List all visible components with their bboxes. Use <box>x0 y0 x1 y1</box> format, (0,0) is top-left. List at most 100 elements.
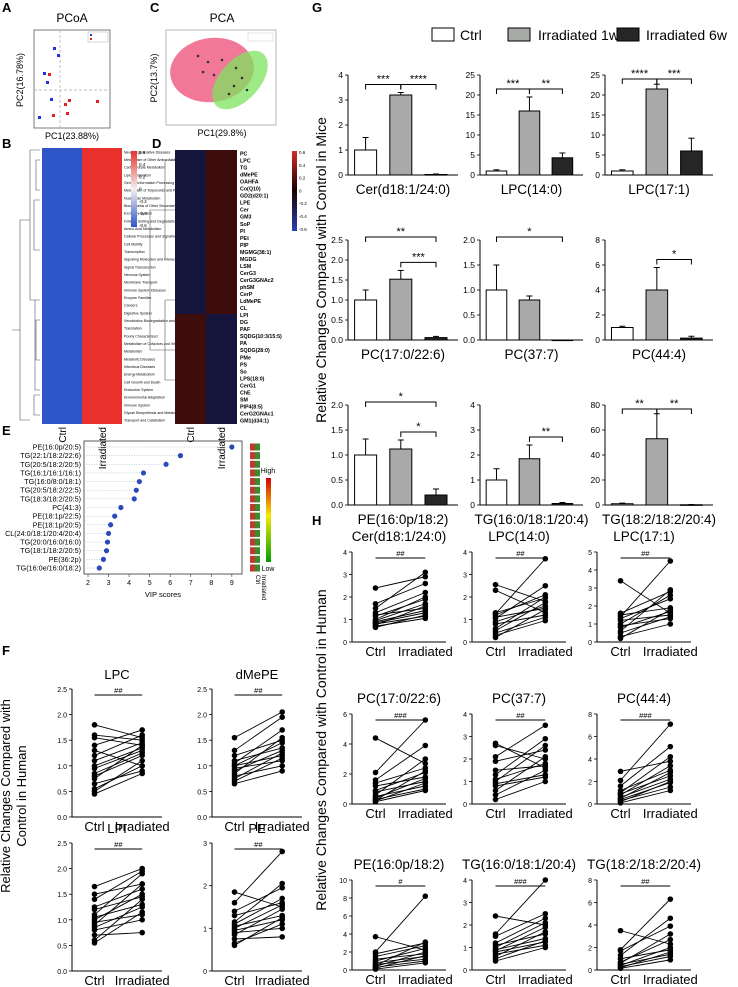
paired-line <box>620 782 671 800</box>
heatmap-b-scale-labels: 0.6 0.4 0.2 0 -0.2 -0.4 -0.6 <box>139 150 147 228</box>
paired-point-irr <box>542 924 549 931</box>
paired-line <box>94 898 143 941</box>
heatmap-b-row-label: Carbohydrate Metabolism <box>124 166 165 170</box>
sig-label: **** <box>631 68 649 80</box>
bar-ytick-label: 0.0 <box>331 335 343 345</box>
bar-ytick-label: 5 <box>470 150 475 160</box>
paired-point-irr <box>422 893 429 899</box>
heatmap-b-row-label: Transport and Catabolism <box>124 419 165 423</box>
heatmap-d-row-label: PMe <box>240 355 251 361</box>
sig-label: ** <box>397 226 406 238</box>
paired-point-ctrl <box>91 927 98 933</box>
heatmap-d-row-label: CerP <box>240 292 253 298</box>
panel-label-d: D <box>152 136 161 151</box>
heatmap-b-row-label: Folding, Sorting and Degradation <box>124 219 177 223</box>
paired-line <box>94 734 143 756</box>
bar <box>389 448 413 506</box>
sig-label: ** <box>542 426 551 438</box>
vip-heat-ctrl <box>250 469 255 477</box>
heatmap-d-row-label: PEt <box>240 236 249 242</box>
paired-sig-label: ### <box>514 877 527 886</box>
vip-label: TG(20:5/18:2/22:5) <box>20 486 81 495</box>
heatmap-b-row-label: Xenobiotics Biodegradation and Metabolis… <box>124 319 194 323</box>
paired-point-ctrl <box>231 752 238 759</box>
paired-cat-ctrl: Ctrl <box>365 806 385 821</box>
heatmap-b-row-label: Signal Transduction <box>124 265 156 269</box>
bar-chart: 0 20 40 60 80 ** ** TG(18:2/18:2/20:4) <box>591 398 717 527</box>
paired-point-ctrl <box>91 932 98 938</box>
vip-label: TG(18:1/18:2/20:5) <box>20 546 81 555</box>
bar-ytick-label: 2.5 <box>331 235 343 245</box>
paired-point-irr <box>542 742 549 749</box>
paired-ytick-label: 2.0 <box>197 713 207 720</box>
paired-sig-label: # <box>398 877 403 886</box>
paired-ytick-label: 0.0 <box>57 815 67 822</box>
paired-line <box>94 729 143 746</box>
bar-ytick-label: 3 <box>338 95 343 105</box>
pcoa-point <box>38 116 41 119</box>
paired-line <box>94 919 143 931</box>
bar-ytick-label: 25 <box>466 70 476 80</box>
heatmap-d-row-label: LPC <box>240 159 251 165</box>
paired-cat-irr: Irradiated <box>398 806 453 821</box>
legend-irr1w-label: Irradiated 1w <box>538 27 620 43</box>
bar-ytick-label: 2 <box>470 450 475 460</box>
paired-point-irr <box>422 939 429 945</box>
legend-irr6w-swatch <box>616 27 640 42</box>
heatmap-b-row-label: Metabolism of Terpenoids and Polyketides <box>124 189 191 193</box>
paired-point-irr <box>422 787 429 794</box>
paired-point-ctrl <box>492 753 499 760</box>
vip-heat-ctrl <box>250 486 255 494</box>
bar <box>610 170 634 176</box>
heatmap-b-row-label: Cell Growth and Death <box>124 380 160 384</box>
panel-label-c: C <box>150 0 160 15</box>
paired-ytick-label: 0.0 <box>197 815 207 822</box>
paired-point-irr <box>422 580 429 587</box>
paired-line <box>375 782 426 802</box>
heatmap-d-row-label: CerG2GNAc1 <box>240 411 274 417</box>
bar <box>424 337 448 341</box>
paired-point-irr <box>667 558 674 564</box>
paired-ytick-label: 0 <box>343 968 347 975</box>
sig-bracket <box>656 78 692 84</box>
pcoa-point <box>48 73 51 76</box>
bar <box>680 150 703 176</box>
paired-point-ctrl <box>372 600 379 607</box>
paired-ytick-label: 4 <box>588 757 592 764</box>
paired-point-irr <box>422 775 429 782</box>
paired-ytick-label: 2 <box>463 923 467 930</box>
bar-ytick-label: 1.5 <box>331 425 343 435</box>
heatmap-d-row-label: So <box>240 369 248 375</box>
heatmap-d-row-label: Cer <box>240 208 249 214</box>
paired-point-irr <box>542 915 549 922</box>
paired-ytick-label: 0 <box>343 802 347 809</box>
paired-point-irr <box>542 606 549 613</box>
heatmap-d-row-label: dMePE <box>240 173 258 179</box>
paired-line <box>234 716 283 751</box>
paired-ytick-label: 0.5 <box>197 789 207 796</box>
paired-line <box>94 724 143 739</box>
sig-bracket <box>656 259 692 265</box>
sig-bracket <box>528 436 563 442</box>
paired-ytick-label: 5 <box>588 550 592 557</box>
paired-point-irr <box>667 915 674 922</box>
bar <box>354 299 378 341</box>
paired-line <box>620 594 671 625</box>
heatmap-b-row-label: Signaling Molecules and Interaction <box>124 258 181 262</box>
paired-line <box>94 893 143 921</box>
paired-point-irr <box>667 743 674 750</box>
paired-point-ctrl <box>372 605 379 612</box>
paired-sig-label: ## <box>641 549 650 558</box>
paired-point-ctrl <box>91 757 98 764</box>
paired-cat-ctrl: Ctrl <box>84 973 104 987</box>
paired-chart-title: Cer(d18:1/24:0) <box>352 529 447 544</box>
paired-line <box>94 932 143 936</box>
heatmap-b-scale-label: 0 <box>139 187 142 192</box>
paired-point-ctrl <box>617 768 624 775</box>
paired-point-irr <box>667 896 674 902</box>
paired-line <box>375 719 426 773</box>
bar <box>610 503 634 506</box>
heatmap-d-row-label: Co(Q10) <box>240 187 261 193</box>
